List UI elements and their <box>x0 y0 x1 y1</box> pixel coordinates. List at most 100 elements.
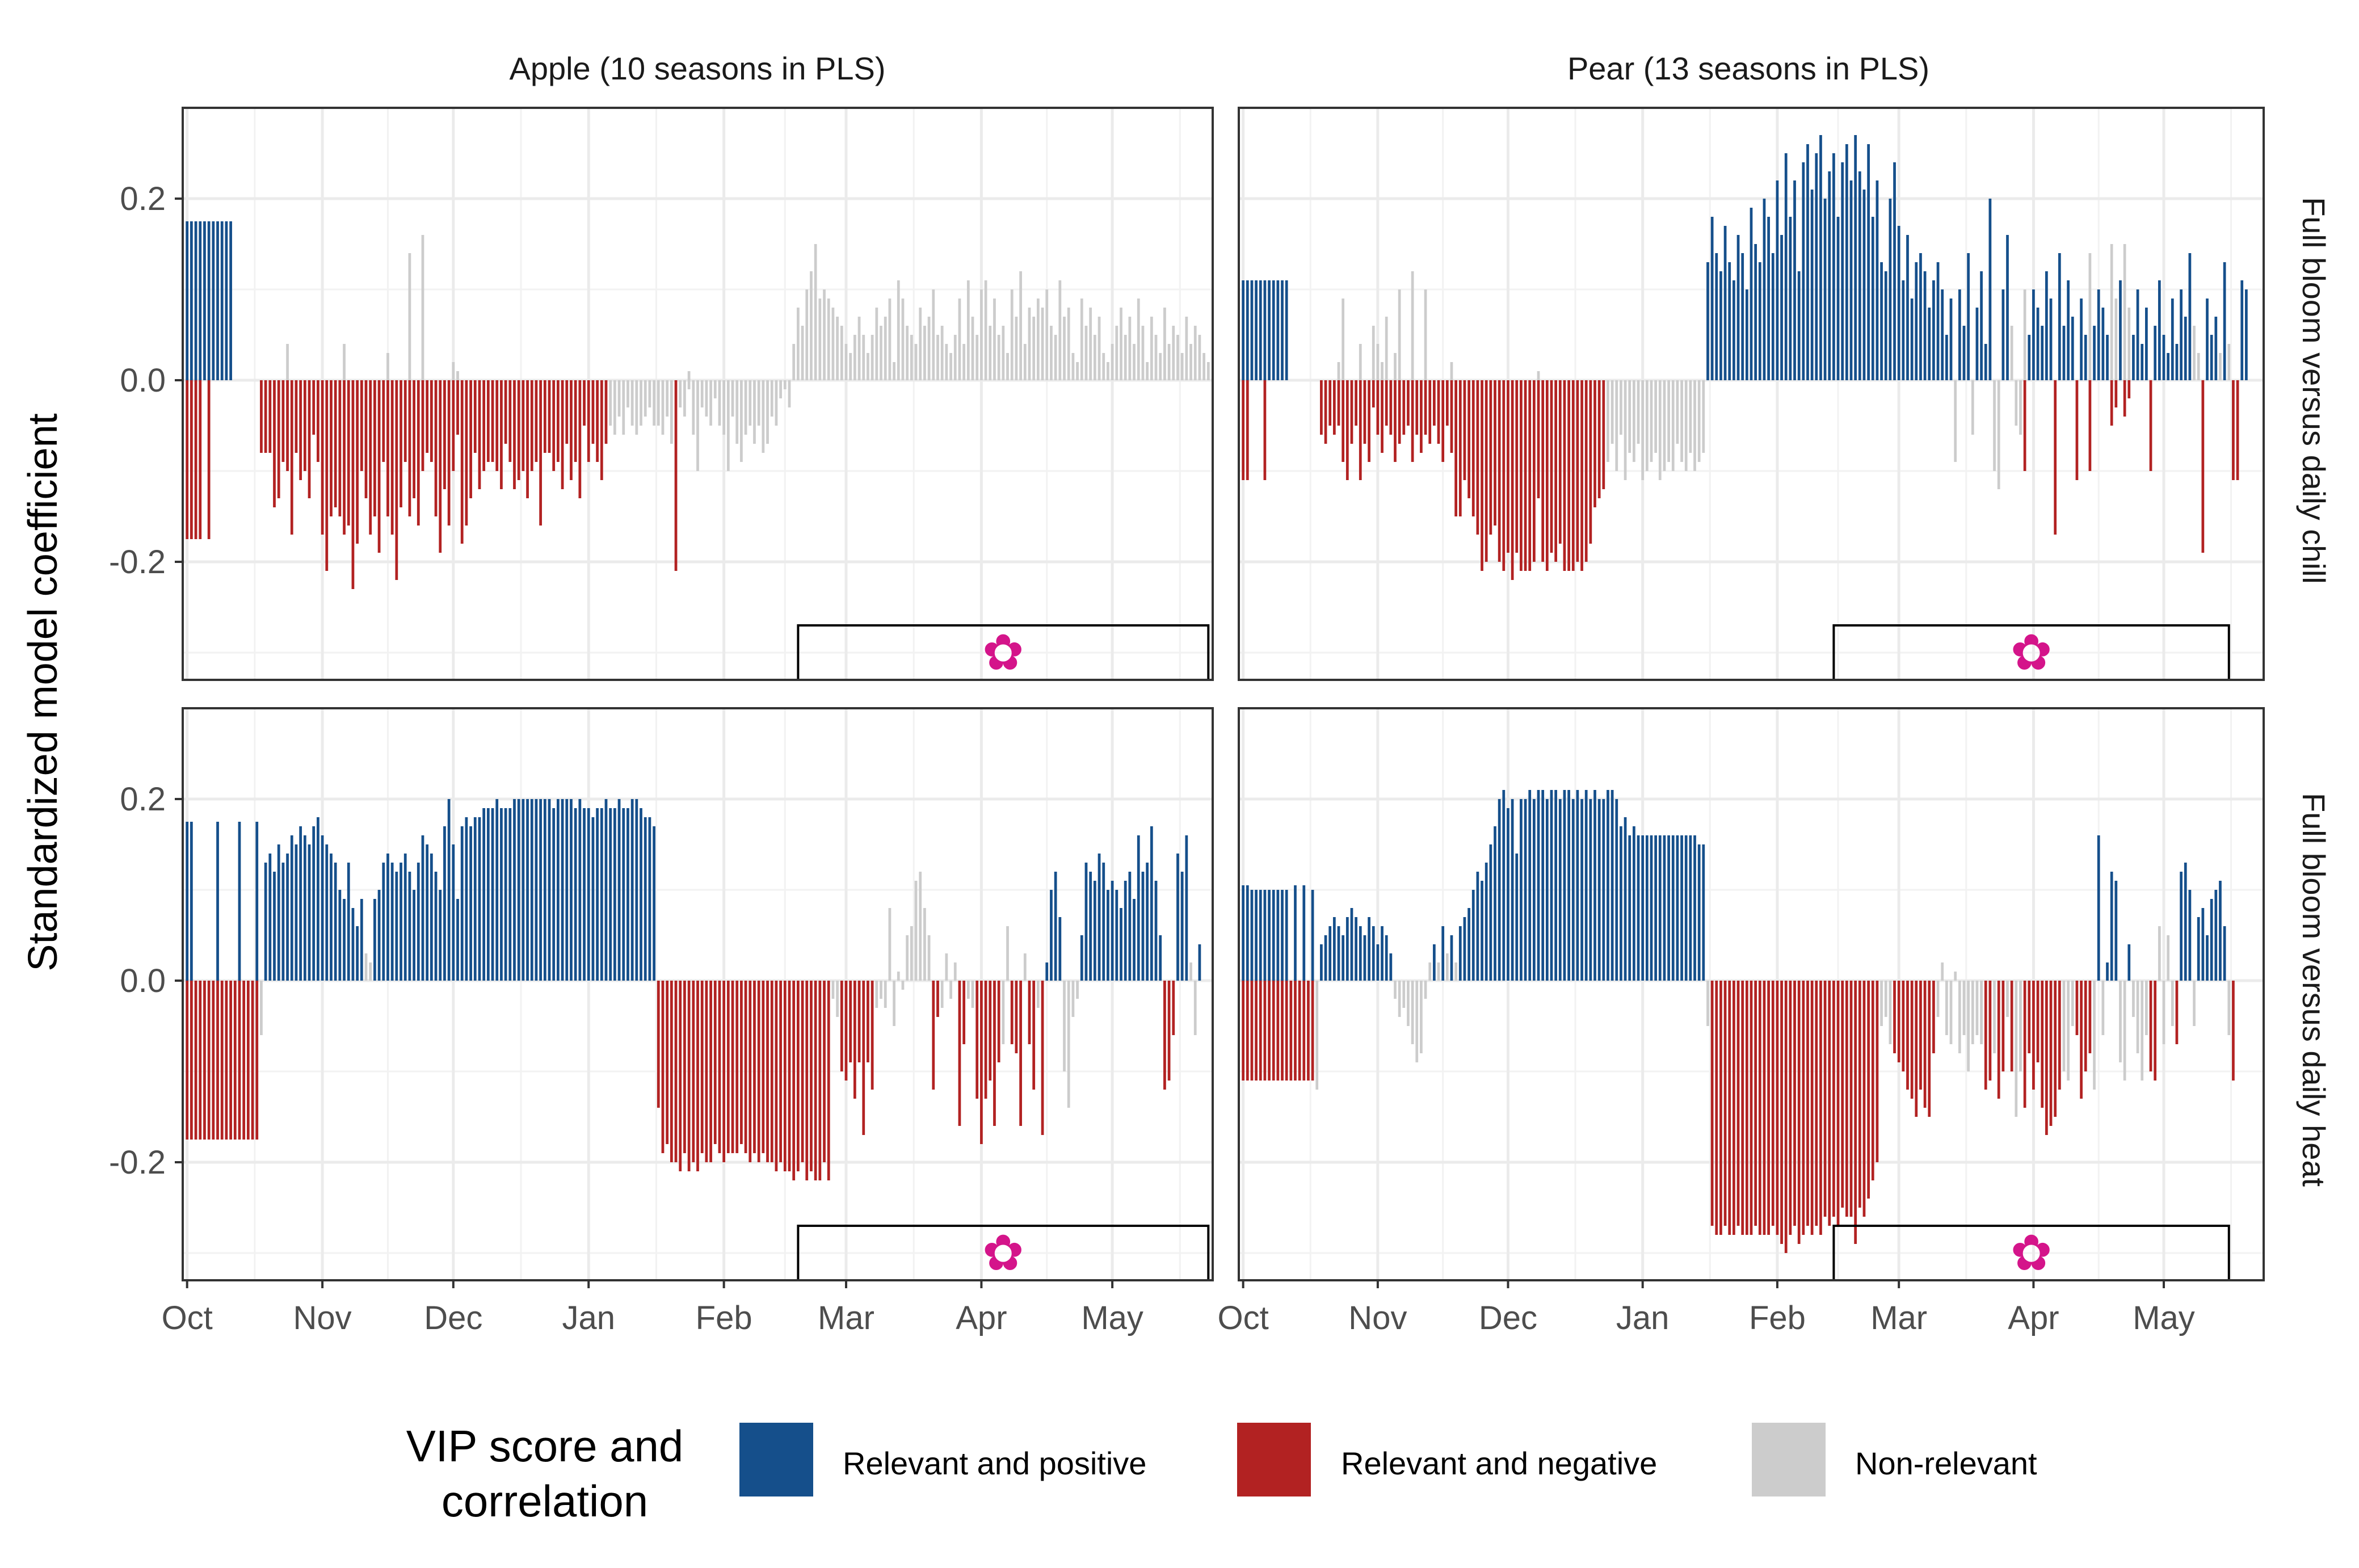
bar <box>1715 253 1718 380</box>
bar <box>194 380 197 539</box>
bar <box>1494 826 1496 981</box>
bar <box>735 380 739 444</box>
bar <box>1250 890 1254 981</box>
bar <box>1242 885 1245 981</box>
bar <box>853 335 856 380</box>
bar <box>1997 380 2000 489</box>
bar <box>2019 380 2022 435</box>
bar <box>539 380 543 526</box>
bar <box>1836 981 1840 1226</box>
bar <box>1793 180 1796 380</box>
bar <box>2041 326 2044 380</box>
bar <box>1255 981 1258 1081</box>
bar <box>1745 289 1748 380</box>
bar <box>2197 917 2200 981</box>
bar <box>696 380 699 471</box>
bar <box>2036 981 2040 1062</box>
bar <box>653 380 655 426</box>
legend-label-nonrelevant: Non-relevant <box>1855 1445 2037 1481</box>
bar <box>740 380 743 462</box>
bar <box>1441 380 1445 462</box>
bar <box>1124 881 1127 981</box>
bar <box>268 854 272 981</box>
bar <box>670 380 673 444</box>
bar <box>1776 981 1779 1235</box>
bar <box>281 863 285 981</box>
bar <box>644 380 647 417</box>
bar <box>1111 344 1114 380</box>
bar <box>1172 326 1175 380</box>
bar <box>456 380 459 435</box>
bar <box>2010 981 2013 1071</box>
bar <box>1915 262 1918 380</box>
bar <box>1541 380 1545 562</box>
bar <box>997 335 1000 380</box>
bar <box>2149 380 2152 471</box>
bar <box>1902 981 1905 1071</box>
bar <box>1558 380 1562 544</box>
bar <box>1858 981 1861 1208</box>
bar <box>696 981 699 1171</box>
bar <box>2149 981 2152 1071</box>
bar <box>1246 380 1249 480</box>
bar <box>491 380 494 462</box>
bar <box>517 799 520 981</box>
bar <box>1102 863 1105 981</box>
bar <box>1420 981 1423 1053</box>
bar <box>330 854 333 981</box>
bar <box>692 981 695 1162</box>
bar <box>2232 981 2235 1081</box>
bar <box>351 380 355 589</box>
bar <box>1023 953 1027 981</box>
bar <box>880 981 882 999</box>
bar <box>1450 380 1453 453</box>
bar <box>535 380 538 462</box>
bar <box>1159 935 1162 981</box>
bar <box>679 380 682 407</box>
bar <box>334 863 337 981</box>
bar <box>2019 981 2022 1071</box>
bar <box>456 899 459 981</box>
strip-title-chill: Full bloom versus daily chill <box>2296 197 2332 584</box>
bar <box>1246 981 1249 1081</box>
bar <box>1445 953 1449 981</box>
bar <box>1815 981 1818 1226</box>
bar <box>2075 981 2079 1035</box>
bar <box>1841 162 1844 380</box>
bar <box>1684 835 1688 981</box>
bar <box>522 380 525 471</box>
bar <box>871 335 874 380</box>
bar <box>273 872 276 981</box>
bar <box>1485 863 1488 981</box>
bar <box>674 981 678 1162</box>
bar <box>473 817 477 981</box>
bar <box>570 380 573 480</box>
y-tick-label: 0.2 <box>120 781 166 818</box>
bar <box>958 299 961 380</box>
bar <box>1268 890 1271 981</box>
bar <box>260 380 263 453</box>
bar <box>884 981 887 1008</box>
bar <box>1702 380 1705 453</box>
bar <box>473 380 477 453</box>
bar <box>2227 981 2231 1035</box>
bar <box>2123 981 2126 1081</box>
bar <box>1511 380 1514 580</box>
bar <box>1893 162 1896 380</box>
bar <box>836 981 839 1017</box>
bar <box>700 981 704 1153</box>
bar <box>439 890 442 981</box>
bar <box>1650 835 1653 981</box>
bar <box>1372 380 1375 407</box>
bar <box>604 799 608 981</box>
bar <box>1137 835 1140 981</box>
bar <box>1363 380 1366 444</box>
bar <box>1255 890 1258 981</box>
bar <box>321 380 324 535</box>
y-tick-label: 0.0 <box>120 962 166 999</box>
bar <box>713 981 717 1144</box>
bar <box>1693 835 1696 981</box>
bar <box>1993 380 1996 471</box>
bar <box>692 380 695 435</box>
bar <box>1089 308 1092 380</box>
